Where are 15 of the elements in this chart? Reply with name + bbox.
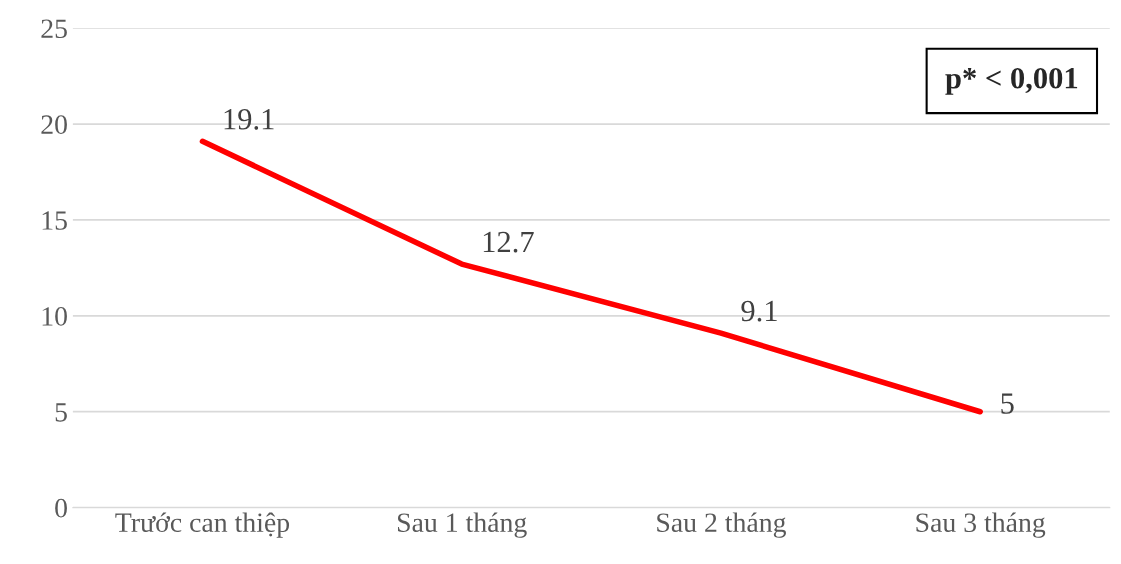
annotation: p* < 0,001: [945, 67, 1078, 95]
x-tick-label: Sau 3 tháng: [916, 512, 1046, 538]
y-tick-label: 15: [42, 211, 67, 230]
data-label: 5: [1001, 393, 1014, 414]
x-tick-label: Trước can thiệp: [115, 512, 290, 538]
data-label: 12.7: [483, 231, 534, 253]
data-label: 19.1: [224, 109, 274, 130]
x-tick-label: Sau 2 tháng: [657, 512, 786, 538]
y-tick-label: 20: [41, 115, 67, 134]
data-label: 9.1: [741, 300, 777, 322]
y-tick-label: 5: [55, 403, 67, 422]
y-tick-label: 0: [55, 498, 67, 518]
x-tick-label: Sau 1 tháng: [397, 512, 527, 538]
y-tick-label: 25: [41, 19, 67, 39]
y-tick-label: 10: [42, 307, 67, 326]
